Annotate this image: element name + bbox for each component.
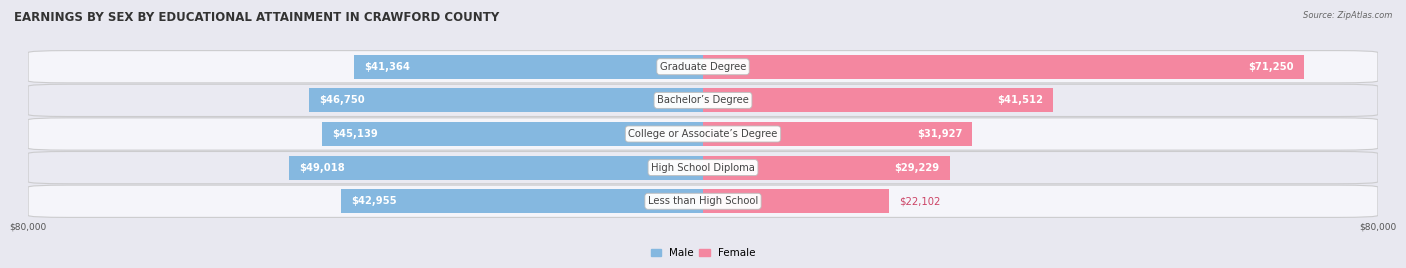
Text: Source: ZipAtlas.com: Source: ZipAtlas.com bbox=[1302, 11, 1392, 20]
Text: $29,229: $29,229 bbox=[894, 163, 939, 173]
FancyBboxPatch shape bbox=[28, 118, 1378, 150]
Bar bbox=[340, 189, 703, 213]
Text: $46,750: $46,750 bbox=[319, 95, 364, 105]
Legend: Male, Female: Male, Female bbox=[647, 244, 759, 263]
Text: $22,102: $22,102 bbox=[900, 196, 941, 206]
FancyBboxPatch shape bbox=[28, 84, 1378, 117]
Bar bbox=[290, 155, 703, 180]
Bar bbox=[703, 122, 973, 146]
Text: High School Diploma: High School Diploma bbox=[651, 163, 755, 173]
Bar bbox=[309, 88, 703, 113]
Bar bbox=[354, 55, 703, 79]
Text: EARNINGS BY SEX BY EDUCATIONAL ATTAINMENT IN CRAWFORD COUNTY: EARNINGS BY SEX BY EDUCATIONAL ATTAINMEN… bbox=[14, 11, 499, 24]
Text: $31,927: $31,927 bbox=[917, 129, 962, 139]
FancyBboxPatch shape bbox=[28, 51, 1378, 83]
Text: Bachelor’s Degree: Bachelor’s Degree bbox=[657, 95, 749, 105]
FancyBboxPatch shape bbox=[28, 151, 1378, 184]
Bar bbox=[703, 155, 949, 180]
Text: $45,139: $45,139 bbox=[332, 129, 378, 139]
Text: $41,364: $41,364 bbox=[364, 62, 411, 72]
Bar bbox=[703, 88, 1053, 113]
Text: $41,512: $41,512 bbox=[997, 95, 1043, 105]
FancyBboxPatch shape bbox=[28, 185, 1378, 217]
Text: $71,250: $71,250 bbox=[1249, 62, 1294, 72]
Bar bbox=[703, 189, 890, 213]
Text: College or Associate’s Degree: College or Associate’s Degree bbox=[628, 129, 778, 139]
Text: $49,018: $49,018 bbox=[299, 163, 346, 173]
Text: Graduate Degree: Graduate Degree bbox=[659, 62, 747, 72]
Text: Less than High School: Less than High School bbox=[648, 196, 758, 206]
Bar bbox=[322, 122, 703, 146]
Text: $42,955: $42,955 bbox=[350, 196, 396, 206]
Bar bbox=[703, 55, 1305, 79]
